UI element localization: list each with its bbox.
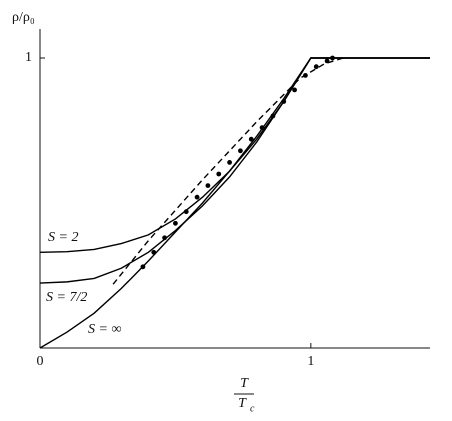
data-dot xyxy=(259,125,265,130)
curve xyxy=(39,57,430,284)
y-tick-label: 1 xyxy=(25,50,32,65)
x-label-subscript: c xyxy=(250,403,255,414)
data-dot xyxy=(173,220,178,226)
x-label-numerator: T xyxy=(240,376,249,391)
data-dot xyxy=(140,264,146,270)
data-dot xyxy=(330,55,335,61)
data-dot xyxy=(292,87,297,93)
y-axis-label: ρ/ρ₀ xyxy=(12,10,35,25)
data-dot xyxy=(281,99,287,104)
data-dot xyxy=(313,64,319,70)
dashed-curve xyxy=(112,57,344,285)
curve xyxy=(39,57,430,253)
data-dot xyxy=(183,209,189,215)
data-dot xyxy=(205,183,211,189)
curve-label: S = ∞ xyxy=(88,322,121,337)
data-dot xyxy=(162,235,167,241)
curve xyxy=(39,57,430,349)
data-dot xyxy=(227,160,232,165)
data-dot xyxy=(248,136,254,142)
data-dot xyxy=(324,58,330,64)
x-label-denominator: T xyxy=(238,396,247,411)
data-dot xyxy=(194,194,200,200)
data-dot xyxy=(151,249,157,255)
data-dot xyxy=(303,73,308,78)
data-dot xyxy=(216,171,222,177)
x-tick-label: 1 xyxy=(307,354,314,369)
data-dot xyxy=(270,113,276,119)
data-dot xyxy=(238,148,243,154)
curve-label: S = 2 xyxy=(48,230,78,245)
x-tick-label: 0 xyxy=(37,354,44,369)
curve-label: S = 7/2 xyxy=(46,290,87,305)
